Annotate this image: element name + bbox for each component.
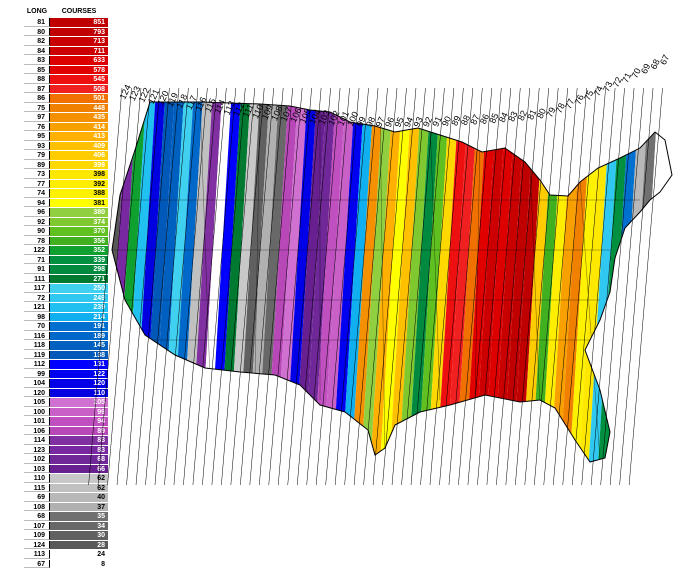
- legend-long-value: 113: [24, 550, 50, 559]
- longitude-bands: [95, 90, 668, 480]
- us-longitude-map: 1241231221211201191181171161151141131121…: [0, 0, 680, 510]
- legend-long-value: 67: [24, 560, 50, 569]
- legend-long-value: 109: [24, 531, 50, 540]
- legend-courses-value: 34: [50, 522, 108, 531]
- longitude-band: [616, 90, 649, 480]
- legend-courses-value: 35: [50, 512, 108, 521]
- legend-long-value: 124: [24, 541, 50, 550]
- legend-long-value: 107: [24, 522, 50, 531]
- legend-courses-value: 24: [50, 550, 108, 559]
- meridian-line: [89, 88, 122, 485]
- meridian-line: [620, 88, 653, 485]
- legend-courses-value: 8: [50, 560, 108, 569]
- legend-courses-value: 28: [50, 541, 108, 550]
- legend-courses-value: 30: [50, 531, 108, 540]
- legend-long-value: 68: [24, 512, 50, 521]
- meridian-line: [610, 88, 643, 485]
